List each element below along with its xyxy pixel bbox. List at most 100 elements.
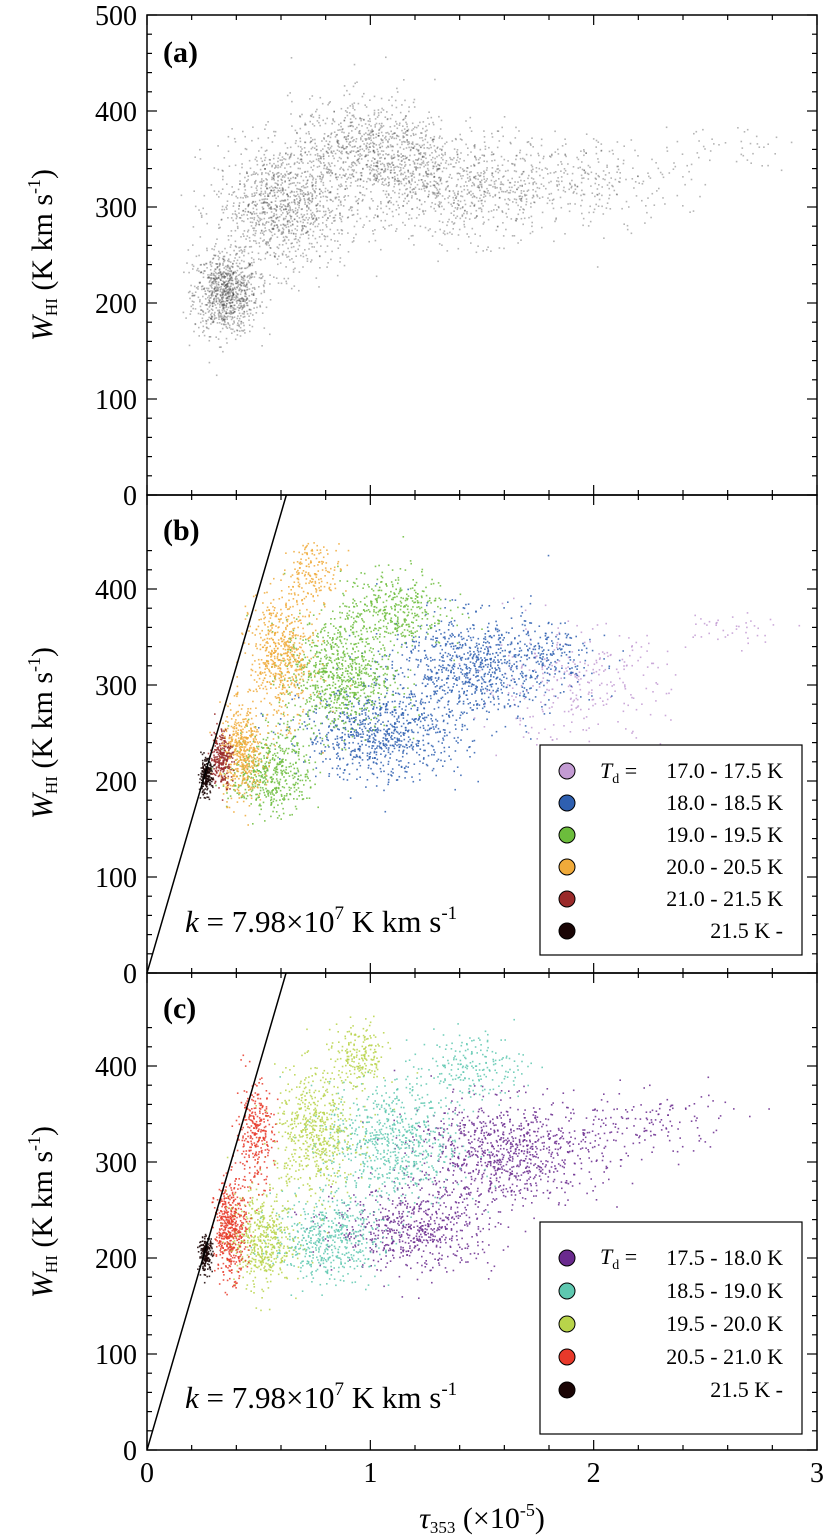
data-point	[592, 138, 595, 140]
data-point	[263, 285, 265, 288]
data-point	[418, 773, 421, 775]
data-point	[309, 114, 312, 117]
data-point	[266, 183, 268, 186]
data-point	[481, 154, 484, 156]
data-point	[587, 664, 589, 667]
data-point	[438, 164, 440, 166]
data-point	[215, 317, 218, 319]
data-point	[222, 175, 224, 178]
data-point	[250, 309, 252, 311]
data-point	[249, 312, 252, 315]
data-point	[218, 227, 220, 229]
data-point	[392, 164, 395, 166]
data-point	[239, 293, 242, 296]
data-point	[338, 143, 340, 145]
data-point	[330, 258, 332, 261]
data-point	[433, 180, 436, 182]
data-point	[309, 200, 312, 202]
data-point	[433, 176, 436, 178]
data-point	[324, 251, 327, 253]
data-point	[243, 192, 246, 195]
data-point	[431, 191, 434, 194]
data-point	[708, 632, 710, 635]
data-point	[435, 151, 437, 153]
data-point	[635, 641, 638, 644]
data-point	[506, 189, 508, 192]
data-point	[286, 256, 288, 258]
data-point	[242, 330, 245, 332]
data-point	[287, 205, 289, 207]
data-point	[253, 240, 255, 242]
data-point	[548, 707, 551, 709]
data-point	[419, 137, 421, 139]
data-point	[235, 262, 238, 265]
data-point	[412, 143, 414, 145]
data-point	[570, 674, 572, 676]
data-point	[394, 743, 396, 745]
data-point	[363, 704, 365, 707]
data-point	[210, 282, 213, 284]
data-point	[243, 313, 245, 315]
data-point	[406, 139, 408, 142]
data-point	[425, 170, 427, 173]
data-point	[253, 286, 256, 289]
data-point	[191, 295, 193, 297]
data-point	[392, 132, 395, 135]
data-point	[225, 337, 228, 340]
data-point	[489, 194, 491, 197]
data-point	[413, 166, 416, 168]
data-point	[329, 198, 332, 201]
data-point	[463, 159, 465, 162]
data-point	[269, 192, 271, 194]
data-point	[439, 135, 441, 138]
data-point	[416, 198, 418, 200]
data-point	[491, 174, 493, 176]
data-point	[203, 264, 206, 266]
data-point	[277, 247, 280, 250]
data-point	[724, 636, 727, 638]
data-point	[328, 168, 330, 171]
data-point	[231, 287, 234, 290]
data-point	[278, 190, 281, 192]
data-point	[224, 294, 226, 297]
data-point	[218, 318, 220, 320]
data-point	[339, 758, 341, 761]
data-point	[220, 300, 223, 303]
data-point	[428, 123, 430, 125]
data-point	[213, 300, 215, 302]
data-point	[214, 281, 217, 284]
data-point	[284, 181, 286, 183]
data-point	[235, 276, 237, 278]
data-point	[366, 146, 369, 149]
data-point	[215, 297, 218, 299]
data-point	[328, 775, 330, 777]
data-point	[519, 149, 522, 152]
data-point	[302, 233, 304, 235]
data-point	[504, 170, 507, 172]
data-point	[271, 234, 274, 237]
data-point	[588, 740, 591, 743]
data-point	[606, 692, 608, 695]
data-point	[319, 188, 321, 191]
data-point	[239, 326, 242, 329]
data-point	[668, 692, 670, 695]
data-point	[433, 728, 435, 730]
data-point	[223, 303, 225, 305]
data-point	[445, 141, 448, 143]
data-point	[434, 751, 436, 754]
data-point	[323, 138, 325, 140]
data-point	[404, 177, 406, 179]
data-point	[307, 179, 309, 181]
data-point	[434, 186, 436, 188]
data-point	[438, 205, 440, 207]
data-point	[315, 277, 318, 279]
data-point	[380, 150, 383, 152]
data-point	[463, 169, 466, 172]
data-point	[260, 230, 263, 232]
data-point	[314, 197, 317, 199]
data-point	[558, 660, 561, 662]
data-point	[216, 293, 218, 296]
data-point	[358, 123, 360, 126]
data-point	[333, 157, 335, 160]
data-point	[232, 271, 235, 273]
